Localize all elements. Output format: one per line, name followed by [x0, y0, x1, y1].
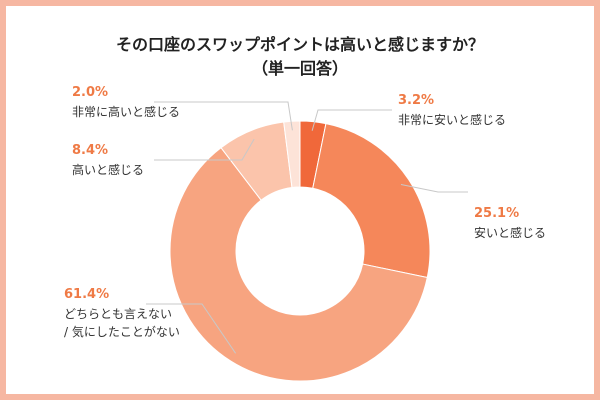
donut-slice-1: [312, 123, 431, 279]
slice-label-1: 安いと感じる: [474, 225, 546, 240]
slice-label-2-0: どちらとも言えない: [64, 307, 172, 321]
donut-slice-2: [169, 147, 428, 382]
slice-percent-4: 2.0%: [72, 85, 108, 100]
donut-slice-4: [283, 120, 301, 189]
donut-chart: 3.2% 非常に安いと感じる 25.1% 安いと感じる 61.4% どちらとも言えない / …: [64, 85, 546, 382]
chart-card: その口座のスワップポイントは高いと感じますか？ （単一回答） 3.2% 非常に安い…: [6, 6, 594, 394]
slice-label-3: 高いと感じる: [72, 162, 144, 177]
slice-percent-2: 61.4%: [64, 287, 109, 302]
leader-line-3: [154, 138, 255, 161]
chart-subtitle: （単一回答）: [251, 59, 348, 78]
leader-line-4: [154, 101, 293, 131]
slice-percent-3: 8.4%: [72, 143, 108, 158]
slice-label-4: 非常に高いと感じる: [72, 104, 180, 119]
slice-percent-0: 3.2%: [398, 93, 434, 108]
chart-title: その口座のスワップポイントは高いと感じますか？: [115, 35, 484, 54]
leader-line-1: [400, 184, 468, 193]
slice-percent-1: 25.1%: [474, 206, 519, 221]
slice-label-0: 非常に安いと感じる: [398, 112, 506, 127]
slice-label-2-1: / 気にしたことがない: [64, 324, 180, 339]
leader-line-2: [146, 303, 237, 354]
leader-line-0: [311, 109, 392, 131]
